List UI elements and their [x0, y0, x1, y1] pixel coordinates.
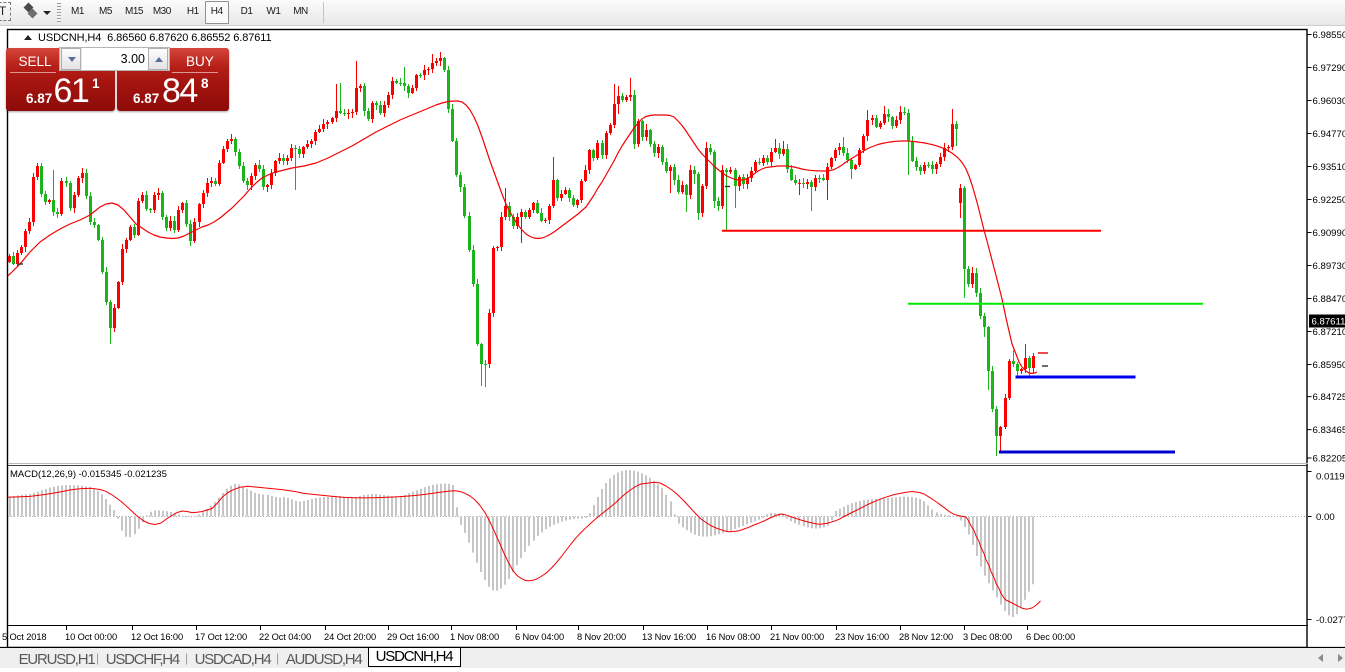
svg-text:6.98550: 6.98550: [1313, 30, 1345, 41]
svg-text:6.89730: 6.89730: [1313, 261, 1345, 272]
svg-text:23 Nov 16:00: 23 Nov 16:00: [835, 632, 889, 642]
svg-text:28 Nov 12:00: 28 Nov 12:00: [899, 632, 953, 642]
svg-text:29 Oct 16:00: 29 Oct 16:00: [387, 632, 439, 642]
svg-text:12 Oct 16:00: 12 Oct 16:00: [131, 632, 183, 642]
svg-text:6.97290: 6.97290: [1313, 63, 1345, 74]
svg-text:6.96030: 6.96030: [1313, 96, 1345, 107]
svg-text:-0.02775: -0.02775: [1316, 615, 1345, 626]
svg-text:6.85950: 6.85950: [1313, 360, 1345, 371]
svg-text:6.92250: 6.92250: [1313, 195, 1345, 206]
svg-text:8 Nov 20:00: 8 Nov 20:00: [577, 632, 626, 642]
svg-text:22 Oct 04:00: 22 Oct 04:00: [259, 632, 311, 642]
svg-text:24 Oct 20:00: 24 Oct 20:00: [324, 632, 376, 642]
svg-text:6.90990: 6.90990: [1313, 228, 1345, 239]
svg-text:6.88470: 6.88470: [1313, 294, 1345, 305]
svg-text:1 Nov 08:00: 1 Nov 08:00: [450, 632, 499, 642]
svg-text:6 Nov 04:00: 6 Nov 04:00: [515, 632, 564, 642]
svg-text:16 Nov 08:00: 16 Nov 08:00: [706, 632, 760, 642]
svg-text:6.84725: 6.84725: [1313, 392, 1345, 403]
svg-text:0.00: 0.00: [1316, 512, 1335, 523]
svg-text:21 Nov 00:00: 21 Nov 00:00: [770, 632, 824, 642]
svg-text:6.83465: 6.83465: [1313, 425, 1345, 436]
svg-text:10 Oct 00:00: 10 Oct 00:00: [65, 632, 117, 642]
svg-text:6.87611: 6.87611: [1312, 317, 1345, 328]
svg-text:6.93510: 6.93510: [1313, 162, 1345, 173]
svg-text:5 Oct 2018: 5 Oct 2018: [2, 632, 46, 642]
svg-text:0.011968: 0.011968: [1316, 472, 1345, 483]
svg-text:6 Dec 00:00: 6 Dec 00:00: [1026, 632, 1075, 642]
svg-text:17 Oct 12:00: 17 Oct 12:00: [195, 632, 247, 642]
svg-text:3 Dec 08:00: 3 Dec 08:00: [963, 632, 1012, 642]
svg-text:6.87210: 6.87210: [1313, 327, 1345, 338]
svg-text:13 Nov 16:00: 13 Nov 16:00: [642, 632, 696, 642]
svg-text:6.94770: 6.94770: [1313, 129, 1345, 140]
svg-text:6.82205: 6.82205: [1313, 454, 1345, 465]
